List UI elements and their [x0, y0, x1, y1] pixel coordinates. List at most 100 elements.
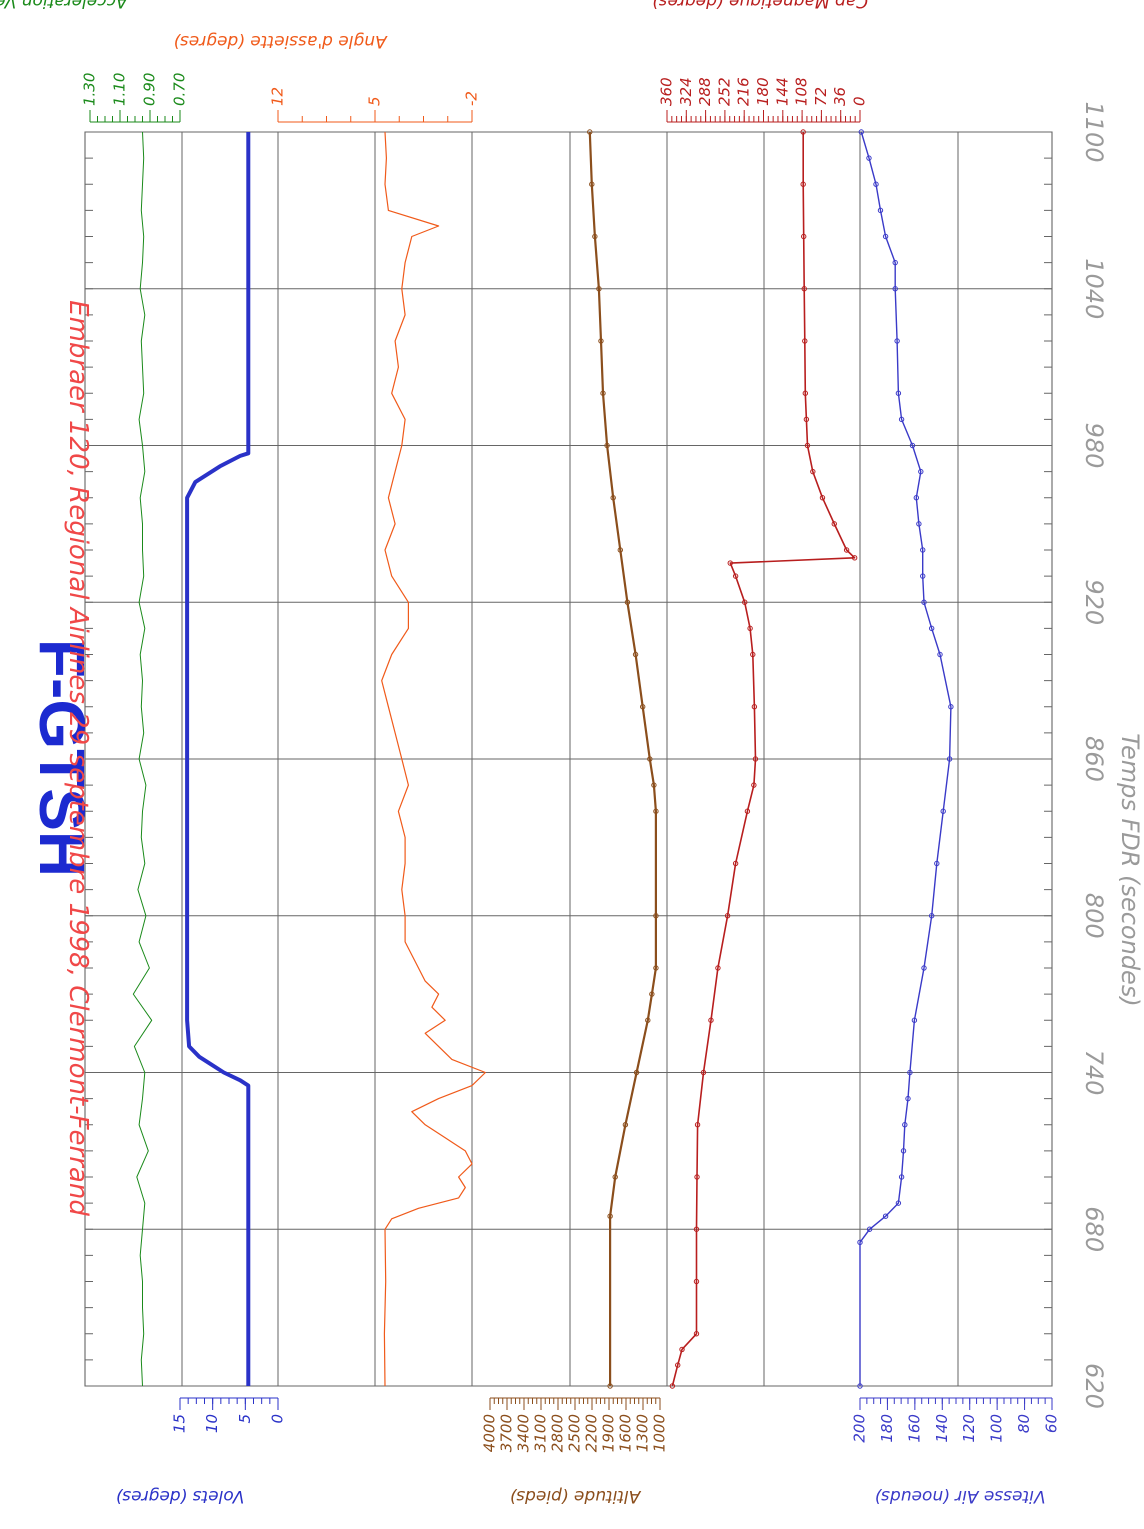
data-point-speed	[892, 259, 898, 266]
x-tick-label: 800	[1080, 893, 1108, 939]
axis-tick-label-speed: 80	[1015, 1414, 1033, 1433]
x-tick-label: 620	[1080, 1363, 1108, 1409]
data-point-alt	[653, 965, 659, 971]
data-point-heading	[750, 651, 756, 658]
chart-subtitle: Embraer 120, Regional Airlines 29 septem…	[63, 300, 93, 1216]
data-point-alt	[624, 599, 631, 605]
data-point-speed	[898, 1174, 905, 1180]
data-point-heading	[732, 860, 739, 867]
axis-tick-label-alt: 2200	[583, 1414, 601, 1452]
data-point-alt	[600, 390, 606, 396]
data-point-speed	[918, 468, 924, 475]
data-point-heading	[727, 560, 733, 566]
data-point-speed	[907, 1069, 913, 1076]
data-point-heading	[693, 1278, 700, 1285]
axis-tick-label-flaps: 15	[171, 1414, 189, 1433]
data-point-heading	[742, 599, 748, 605]
data-point-heading	[700, 1069, 707, 1076]
data-point-heading	[694, 1174, 700, 1180]
axis-label-pitch: Angle d'assiette (degres)	[173, 31, 387, 51]
data-point-speed	[905, 1095, 911, 1102]
data-point-heading	[802, 390, 809, 396]
x-tick-label: 1100	[1080, 101, 1108, 162]
axis-tick-label-accel: 1.10	[111, 73, 129, 106]
data-point-alt	[607, 1383, 613, 1389]
data-point-alt	[649, 991, 655, 997]
data-point-heading	[751, 782, 757, 788]
data-point-speed	[882, 1213, 889, 1219]
data-point-speed	[921, 599, 927, 605]
data-point-alt	[633, 1069, 640, 1076]
axis-tick-label-pitch: 12	[269, 87, 287, 106]
data-point-heading	[751, 704, 758, 710]
data-point-heading	[732, 573, 739, 579]
axis-label-heading: Cap Magnetique (degres)	[652, 0, 868, 11]
data-point-heading	[801, 286, 807, 292]
axis-tick-label-flaps: 10	[203, 1414, 221, 1433]
data-point-heading	[679, 1346, 685, 1353]
axis-tick-label-pitch: -2	[463, 91, 481, 106]
x-tick-label: 1040	[1080, 258, 1108, 319]
x-axis-label: Temps FDR (secondes)	[1116, 733, 1144, 1006]
data-point-speed	[940, 808, 946, 814]
series-line-flaps	[185, 132, 251, 1386]
x-tick-label: 680	[1080, 1206, 1108, 1252]
axis-tick-label-heading: 180	[754, 77, 772, 106]
data-point-heading	[724, 913, 731, 919]
axis-tick-label-accel: 1.30	[81, 73, 99, 106]
data-point-speed	[909, 442, 916, 449]
axis-tick-label-heading: 324	[677, 77, 695, 106]
axis-tick-label-alt: 1600	[617, 1414, 635, 1452]
axis-tick-label-speed: 60	[1043, 1414, 1061, 1433]
axis-tick-label-alt: 1000	[651, 1414, 669, 1452]
data-point-alt	[617, 547, 623, 553]
axis-label-accel: Acceleration Verticale (g)	[0, 0, 129, 11]
axis-tick-label-speed: 200	[851, 1414, 869, 1443]
axis-tick-label-pitch: 5	[366, 96, 384, 106]
data-point-speed	[892, 286, 898, 292]
data-point-alt	[632, 651, 639, 658]
axis-tick-label-alt: 4000	[481, 1414, 499, 1452]
axis-tick-label-speed: 180	[878, 1414, 896, 1443]
data-point-alt	[598, 338, 604, 344]
series-line-alt	[588, 131, 657, 1386]
axis-tick-label-alt: 1300	[634, 1414, 652, 1452]
data-point-heading	[693, 1226, 700, 1232]
axis-tick-label-heading: 252	[715, 77, 733, 106]
data-point-heading	[851, 555, 858, 561]
axis-label-speed: Vitesse Air (noeuds)	[874, 1486, 1045, 1506]
data-point-speed	[913, 495, 920, 501]
data-point-alt	[653, 913, 659, 919]
data-point-alt	[651, 782, 657, 788]
axis-tick-label-heading: 72	[812, 87, 830, 106]
axis-tick-label-alt: 3700	[498, 1414, 516, 1452]
axis-tick-label-accel: 0.90	[141, 73, 159, 106]
data-point-speed	[902, 1122, 908, 1128]
axis-tick-label-heading: 360	[658, 77, 676, 106]
data-point-heading	[802, 338, 808, 344]
x-tick-label: 860	[1080, 736, 1108, 782]
axis-tick-label-flaps: 0	[269, 1414, 287, 1424]
data-point-alt	[589, 181, 595, 187]
axis-tick-label-heading: 0	[851, 96, 869, 106]
data-point-heading	[669, 1383, 676, 1389]
axis-tick-label-heading: 216	[735, 77, 753, 106]
data-point-heading	[708, 1017, 714, 1023]
data-point-alt	[596, 286, 602, 292]
data-point-speed	[928, 913, 935, 919]
data-point-heading	[744, 808, 751, 814]
x-tick-label: 740	[1080, 1050, 1108, 1096]
data-point-speed	[920, 573, 926, 579]
axis-tick-label-speed: 120	[960, 1414, 978, 1443]
axis-tick-label-alt: 3100	[532, 1414, 550, 1452]
axis-tick-label-alt: 2500	[566, 1414, 584, 1452]
axis-tick-label-speed: 140	[933, 1414, 951, 1443]
data-point-speed	[857, 1239, 863, 1246]
axis-tick-label-accel: 0.70	[171, 73, 189, 106]
data-point-heading	[803, 416, 810, 423]
axis-tick-label-alt: 1900	[600, 1414, 618, 1452]
axis-tick-label-heading: 36	[831, 87, 849, 106]
data-point-speed	[911, 1017, 918, 1023]
data-point-speed	[920, 547, 926, 553]
